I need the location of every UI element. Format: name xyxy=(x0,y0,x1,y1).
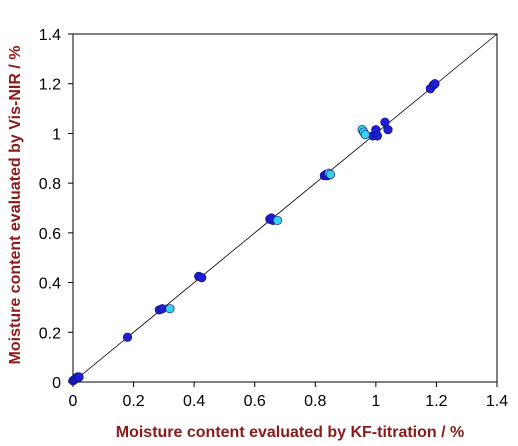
x-tick-label: 0 xyxy=(69,393,78,410)
x-tick-label: 0.4 xyxy=(183,393,205,410)
data-point-series-1 xyxy=(122,332,133,342)
y-tick-label: 0.6 xyxy=(39,226,61,243)
plot-area: 0 0.2 0.4 0.6 0.8 1 1.2 1.4 0 0.2 0.4 0.6 0.8 1 1.2 1.4 xyxy=(39,27,508,410)
x-tick-label: 1.2 xyxy=(425,393,447,410)
plot-frame xyxy=(72,33,498,383)
y-axis-title: Moisture content evaluated by Vis-NIR / … xyxy=(7,46,24,365)
x-axis-title: Moisture content evaluated by KF-titrati… xyxy=(116,424,464,441)
reference-line xyxy=(72,33,498,383)
data-point-series-2 xyxy=(165,304,175,314)
y-tick-label: 1.2 xyxy=(39,77,61,94)
data-point-series-2 xyxy=(272,215,283,226)
y-tick-label: 1 xyxy=(52,126,61,143)
data-point-series-1 xyxy=(197,273,207,283)
data-point-series-2 xyxy=(360,130,370,140)
data-point-series-1 xyxy=(372,131,382,141)
y-tick-label: 0.8 xyxy=(39,176,61,193)
x-tick-label: 1.4 xyxy=(486,393,508,410)
data-point-series-2 xyxy=(325,169,336,180)
data-point-series-1 xyxy=(383,125,393,135)
y-tick-label: 0.2 xyxy=(39,325,61,342)
y-tick-label: 0.4 xyxy=(39,276,61,293)
x-tick-label: 0.6 xyxy=(244,393,266,410)
data-point-series-1 xyxy=(430,79,440,89)
y-tick-label: 1.4 xyxy=(39,27,61,44)
x-tick-label: 0.2 xyxy=(122,393,144,410)
y-tick-label: 0 xyxy=(52,375,61,392)
x-tick-label: 1 xyxy=(371,393,380,410)
data-point-series-1 xyxy=(74,372,84,382)
x-tick-label: 0.8 xyxy=(304,393,326,410)
